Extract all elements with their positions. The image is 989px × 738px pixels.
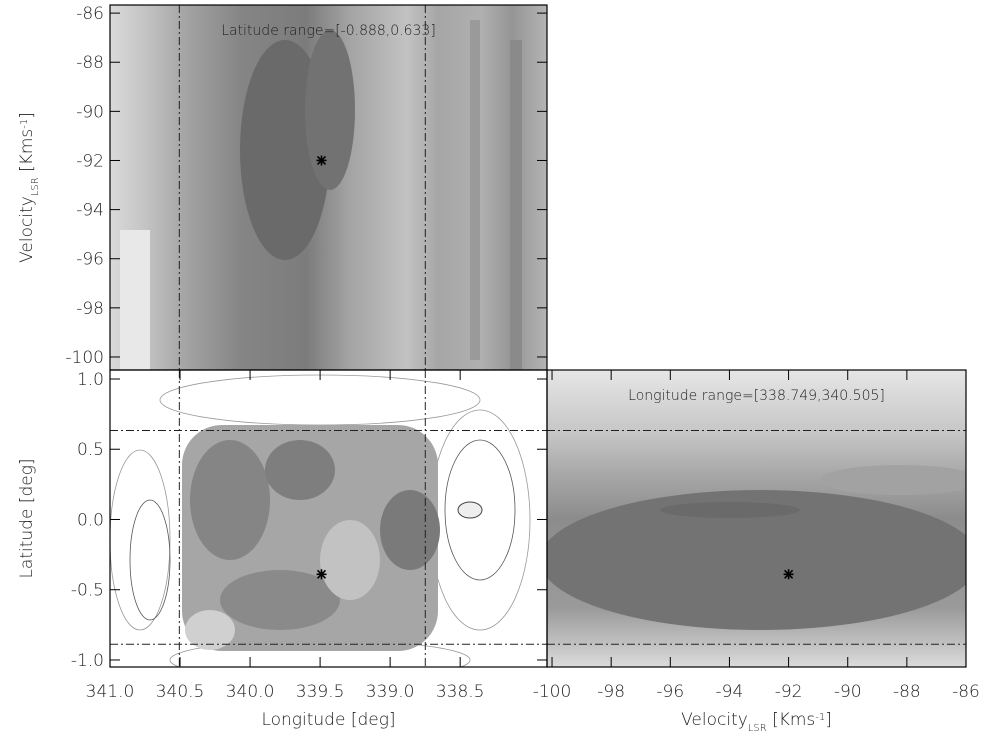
y-tick-label: 0.5 — [77, 440, 104, 460]
source-marker — [316, 155, 327, 166]
label-part: [Kms — [17, 129, 37, 178]
x-tick-label: 339.5 — [296, 682, 345, 702]
y-tick-label: -1.0 — [71, 651, 104, 671]
label-part: LSR — [748, 723, 767, 734]
y-tick-label: -100 — [65, 348, 104, 368]
y-tick-label: -96 — [76, 250, 104, 270]
y-tick-label: -86 — [76, 4, 104, 24]
axis-label: Latitude [deg] — [17, 458, 37, 578]
label-part: -1 — [19, 119, 30, 129]
y-tick-label: -0.5 — [71, 581, 104, 601]
axis-label: VelocityLSR [Kms-1] — [17, 112, 41, 263]
x-tick-label: -96 — [656, 682, 684, 702]
x-tick-label: 341.0 — [86, 682, 135, 702]
x-tick-label: -94 — [716, 682, 744, 702]
x-tick-label: 338.5 — [436, 682, 485, 702]
x-tick-label: 340.0 — [226, 682, 275, 702]
source-marker — [316, 569, 327, 580]
pv-map-background — [110, 5, 547, 370]
y-tick-label: -98 — [76, 299, 104, 319]
y-tick-label: 0.0 — [77, 510, 104, 530]
pv-map-background — [547, 370, 966, 667]
x-tick-label: -100 — [533, 682, 572, 702]
y-tick-label: -88 — [76, 53, 104, 73]
x-tick-label: -88 — [893, 682, 921, 702]
channel-map-background — [110, 370, 547, 667]
label-part: -1 — [815, 712, 825, 723]
y-tick-label: -92 — [76, 151, 104, 171]
x-tick-label: -92 — [775, 682, 803, 702]
axis-label: VelocityLSR [Kms-1] — [681, 710, 832, 734]
axis-label: Longitude [deg] — [261, 710, 395, 730]
x-tick-label: -86 — [952, 682, 980, 702]
y-tick-label: -94 — [76, 201, 104, 221]
x-tick-label: -90 — [834, 682, 862, 702]
label-part: [Kms — [767, 710, 816, 730]
x-tick-label: 339.0 — [366, 682, 415, 702]
x-tick-label: 340.5 — [156, 682, 205, 702]
y-tick-label: -90 — [76, 102, 104, 122]
x-tick-label: -98 — [597, 682, 625, 702]
y-tick-label: 1.0 — [77, 370, 104, 390]
annotation: Longitude range=[338.749,340.505] — [628, 388, 885, 404]
source-marker — [783, 569, 794, 580]
annotation: Latitude range=[-0.888,0.633] — [221, 23, 436, 39]
plot-frame — [546, 369, 967, 668]
label-part: Velocity — [681, 710, 748, 730]
label-part: LSR — [30, 177, 41, 196]
label-part: Longitude [deg] — [261, 710, 395, 730]
label-part: Latitude [deg] — [17, 458, 37, 578]
label-part: ] — [825, 710, 832, 730]
label-part: ] — [17, 112, 37, 119]
label-part: Velocity — [17, 196, 37, 263]
